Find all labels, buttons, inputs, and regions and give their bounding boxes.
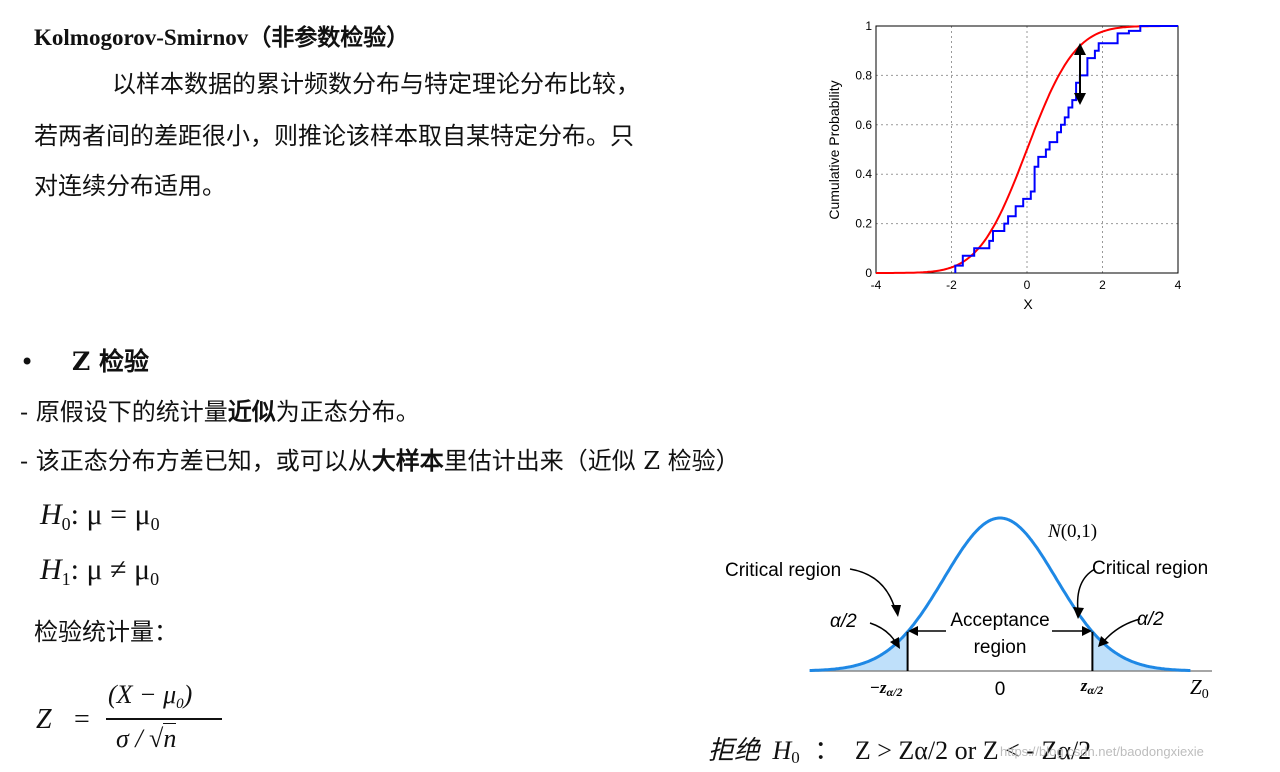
- y-tick-label: 0.2: [855, 217, 872, 231]
- normal-distribution-figure: N(0,1) Critical region Critical region α…: [725, 516, 1212, 702]
- reject-h: H: [772, 736, 792, 765]
- alpha-right-label: α/2: [1137, 609, 1164, 630]
- acceptance-label-line2: region: [974, 637, 1027, 658]
- bullet-dot: •: [20, 348, 35, 376]
- tick-neg-z: −zα/2: [870, 678, 903, 699]
- x-tick-labels: -4 -2 0 2 4: [871, 278, 1182, 292]
- y-tick-label: 1: [865, 19, 872, 33]
- z-item-1-suffix: 为正态分布。: [275, 398, 420, 426]
- normal-pdf-curve: [809, 516, 1191, 672]
- theoretical-cdf-line: [876, 25, 1178, 274]
- y-axis-label: Cumulative Probability: [826, 80, 842, 219]
- z-item-2: - 该正态分布方差已知，或可以从大样本里估计出来（近似 Z 检验）: [20, 441, 740, 476]
- x-tick-label: 4: [1175, 278, 1182, 292]
- watermark: https://blog.csdn.net/baodongxiexie: [1000, 744, 1204, 759]
- annotation-arrows: [849, 568, 1141, 644]
- formula-equals: =: [74, 704, 90, 735]
- arrow-heads: [890, 605, 1109, 649]
- hypothesis-h1: H1: μ ≠ μ0: [40, 553, 159, 590]
- h0-subscript: 0: [61, 514, 71, 534]
- ks-distance-arrow: [1074, 43, 1086, 105]
- h1-symbol: H: [40, 553, 62, 586]
- numerator-text: (X − μ: [108, 680, 177, 709]
- empirical-cdf-line: [954, 25, 1178, 273]
- hypothesis-h0: H0: μ = μ0: [40, 498, 160, 535]
- ks-title: Kolmogorov-Smirnov（非参数检验）: [34, 25, 410, 50]
- y-tick-label: 0.8: [855, 68, 872, 82]
- h1-subscript: 1: [61, 569, 71, 589]
- plot-frame: [875, 25, 1179, 274]
- axis-label-z0: Z0: [1190, 675, 1209, 702]
- z-test-heading: Z 检验: [72, 347, 149, 376]
- critical-region-left-fill: [809, 632, 908, 671]
- h0-mu-subscript: 0: [150, 514, 160, 534]
- fraction-bar: [106, 718, 222, 720]
- alpha-left-label: α/2: [830, 611, 857, 632]
- y-tick-label: 0.6: [855, 118, 872, 132]
- curve-label: N(0,1): [1047, 521, 1097, 542]
- z-item-2-prefix: - 该正态分布方差已知，或可以从: [20, 447, 372, 475]
- x-axis-label: X: [1023, 296, 1033, 312]
- tick-pos-z: zα/2: [1080, 676, 1104, 697]
- z-item-1-prefix: - 原假设下的统计量: [20, 398, 228, 426]
- z-item-1-bold: 近似: [227, 397, 276, 426]
- reject-h-subscript: 0: [791, 748, 800, 767]
- tick-zero: 0: [995, 679, 1006, 700]
- x-tick-label: -4: [871, 278, 882, 292]
- x-tick-label: -2: [946, 278, 957, 292]
- chart-grid: [876, 26, 1178, 273]
- x-tick-label: 2: [1099, 278, 1106, 292]
- reject-colon: ：: [814, 736, 841, 765]
- denominator-text: σ /: [116, 724, 150, 753]
- test-statistic-label: 检验统计量：: [34, 618, 178, 646]
- critical-region-left-label: Critical region: [725, 560, 841, 581]
- ks-text-line-2: 若两者间的差距很小，则推论该样本取自某特定分布。只: [34, 122, 634, 150]
- y-tick-label: 0.4: [855, 167, 872, 181]
- h0-relation: : μ = μ: [70, 498, 151, 531]
- y-tick-labels: 0 0.2 0.4 0.6 0.8 1: [855, 19, 872, 280]
- reject-rule: Z > Zα/2 or Z < - Zα/2: [854, 736, 1092, 765]
- acceptance-label-line1: Acceptance: [950, 610, 1049, 631]
- critical-region-right-label: Critical region: [1092, 558, 1208, 579]
- h0-symbol: H: [40, 498, 62, 531]
- sqrt-argument: n: [163, 723, 177, 753]
- formula-denominator: σ / √n: [116, 723, 177, 754]
- x-tick-label: 0: [1024, 278, 1031, 292]
- z-item-1: - 原假设下的统计量近似为正态分布。: [20, 392, 420, 427]
- formula-numerator: (X − μ0): [108, 680, 192, 713]
- z-item-2-bold: 大样本: [371, 446, 444, 475]
- numerator-close: ): [183, 680, 193, 709]
- critical-region-right-fill: [1092, 631, 1191, 671]
- y-tick-label: 0: [865, 266, 872, 280]
- z-item-2-suffix: 里估计出来（近似 Z 检验）: [443, 447, 740, 475]
- rejection-rule: 拒绝 H0 ： Z > Zα/2 or Z < - Zα/2: [708, 730, 1091, 768]
- ks-text-line-3: 对连续分布适用。: [34, 172, 226, 200]
- reject-prefix: 拒绝: [708, 736, 761, 765]
- z-formula: Z = (X − μ0) σ / √n: [36, 680, 236, 765]
- ks-cdf-chart: -4 -2 0 2 4 0 0.2 0.4 0.6 0.8 1 X Cumulative Prob…: [826, 19, 1182, 312]
- formula-lhs: Z: [36, 704, 52, 735]
- ks-text-line-1: 以样本数据的累计频数分布与特定理论分布比较，: [112, 70, 640, 98]
- numerator-subscript: 0: [176, 696, 184, 712]
- h1-mu-subscript: 0: [150, 569, 160, 589]
- h1-relation: : μ ≠ μ: [70, 553, 151, 586]
- sqrt-icon: √: [149, 724, 164, 753]
